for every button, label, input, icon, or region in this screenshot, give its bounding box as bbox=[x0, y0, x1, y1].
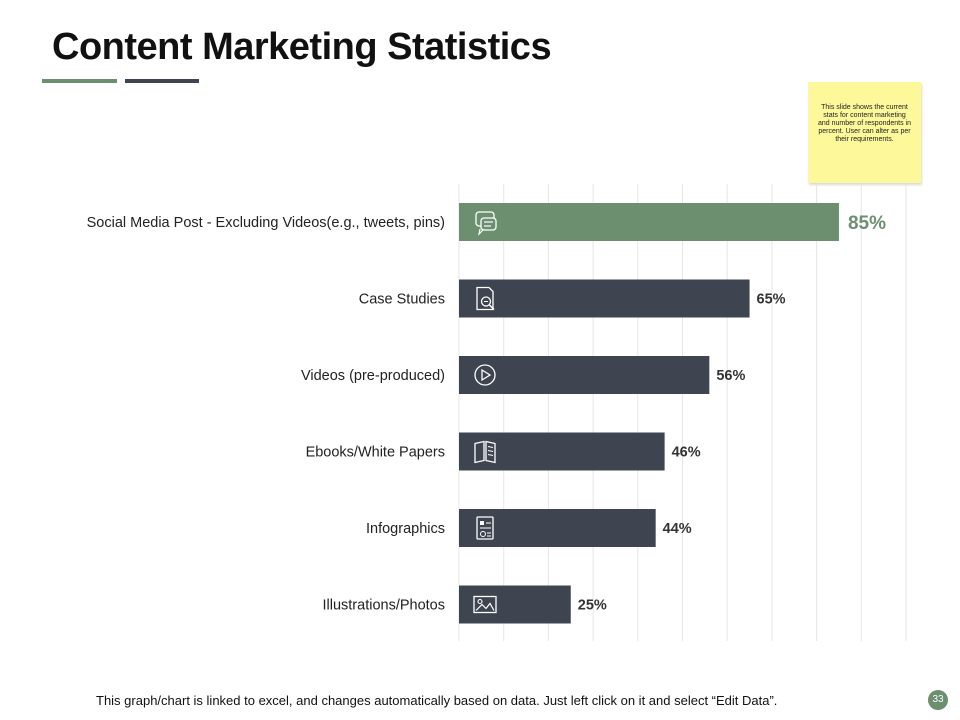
document-search-icon bbox=[476, 286, 495, 311]
category-label: Ebooks/White Papers bbox=[306, 445, 445, 461]
page-title: Content Marketing Statistics bbox=[52, 26, 552, 68]
bar bbox=[459, 432, 665, 471]
chat-icon bbox=[475, 211, 497, 236]
bar-row: Illustrations/Photos 25% bbox=[322, 585, 607, 624]
book-icon bbox=[474, 440, 496, 464]
value-label: 25% bbox=[578, 598, 607, 614]
bar bbox=[459, 509, 656, 547]
value-label: 46% bbox=[672, 445, 701, 461]
sticky-note: This slide shows the current stats for c… bbox=[808, 82, 921, 183]
category-label: Videos (pre-produced) bbox=[301, 368, 445, 384]
value-label: 85% bbox=[848, 213, 886, 234]
value-label: 56% bbox=[716, 368, 745, 384]
category-label: Case Studies bbox=[359, 292, 445, 308]
bar-row: Videos (pre-produced) 56% bbox=[301, 356, 745, 394]
infographic-icon bbox=[476, 516, 494, 540]
title-underline-green bbox=[42, 79, 117, 83]
bar-row: Infographics 44% bbox=[366, 509, 692, 547]
bar-row: Social Media Post - Excluding Videos(e.g… bbox=[87, 203, 886, 241]
bar bbox=[459, 203, 839, 241]
page-number-badge: 33 bbox=[928, 690, 948, 710]
footer-note: This graph/chart is linked to excel, and… bbox=[96, 693, 778, 708]
category-label: Infographics bbox=[366, 521, 445, 537]
title-underline-dark bbox=[125, 79, 199, 83]
grid-lines bbox=[458, 184, 907, 641]
value-label: 65% bbox=[757, 292, 786, 308]
bar-row: Case Studies 65% bbox=[359, 279, 786, 318]
value-label: 44% bbox=[663, 521, 692, 537]
bar bbox=[459, 356, 710, 394]
bar bbox=[459, 279, 750, 318]
category-label: Illustrations/Photos bbox=[322, 598, 445, 614]
image-icon bbox=[473, 595, 497, 614]
play-icon bbox=[474, 364, 496, 386]
bar-row: Ebooks/White Papers 46% bbox=[306, 432, 701, 471]
bar bbox=[459, 585, 571, 624]
category-label: Social Media Post - Excluding Videos(e.g… bbox=[87, 215, 445, 231]
